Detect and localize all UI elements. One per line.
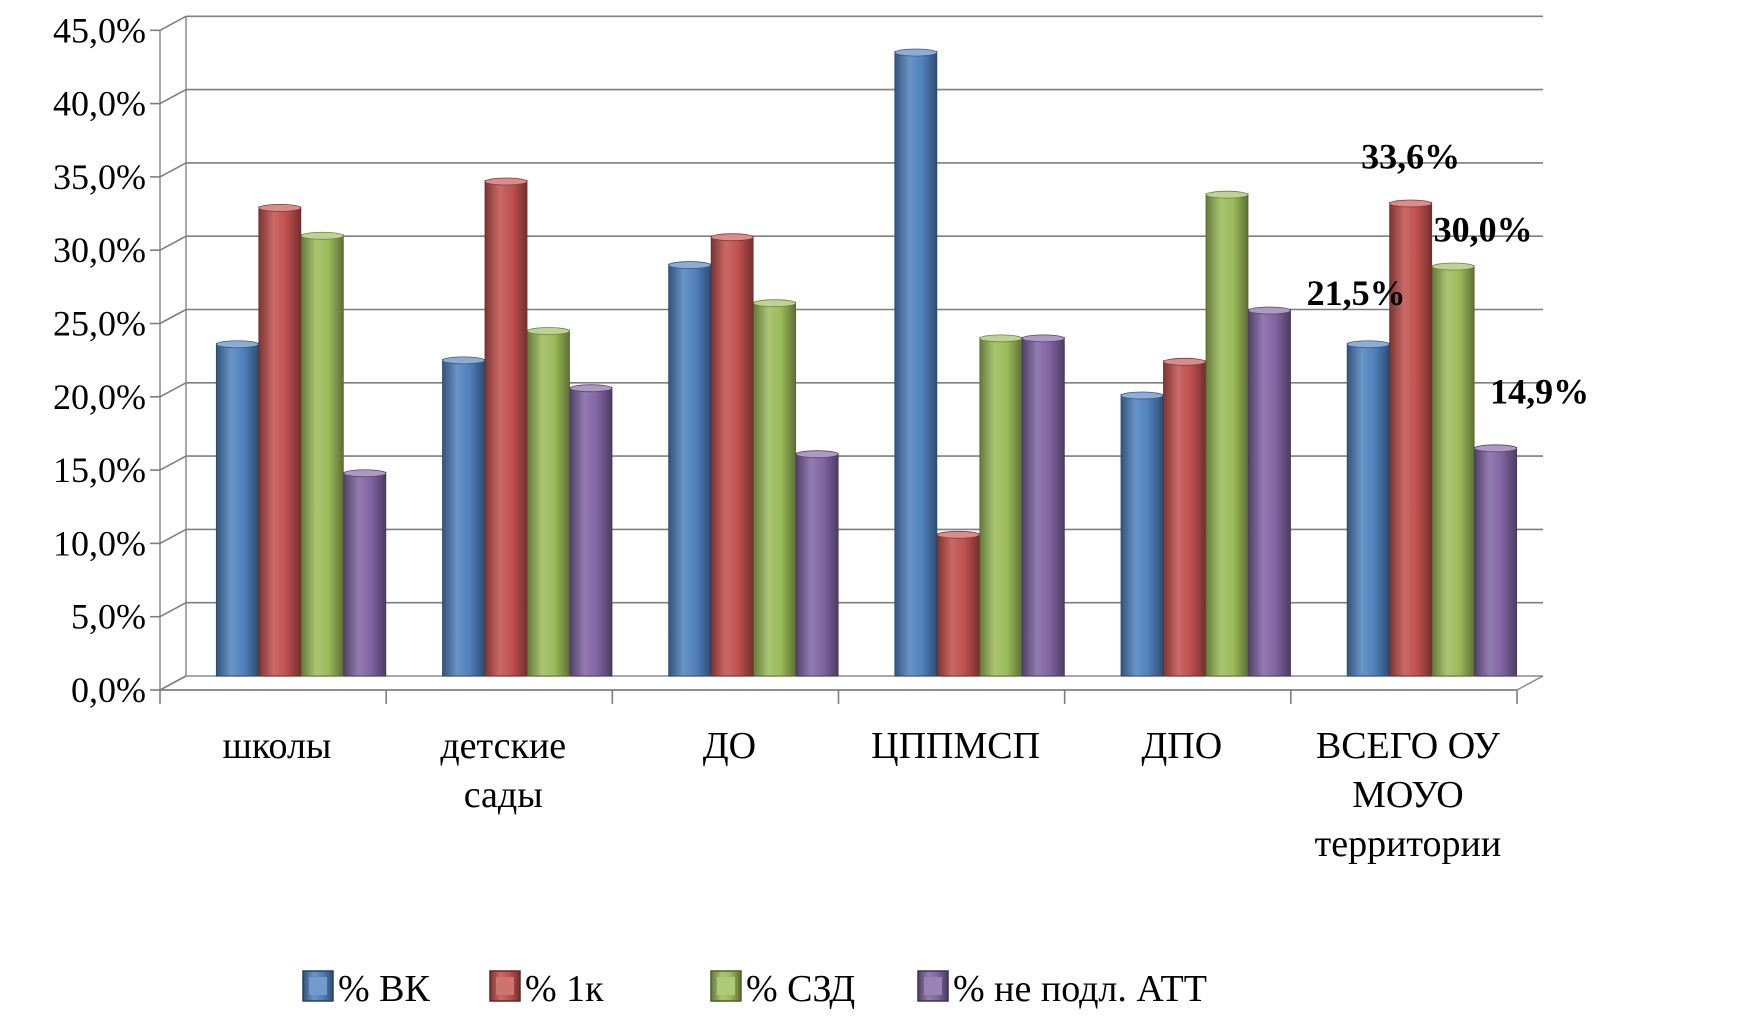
chart-floor [159,675,1544,691]
legend-label: % СЗД [746,968,855,1010]
bar [894,48,938,677]
bar [1120,391,1164,677]
bar [343,469,387,677]
bar [1474,444,1518,677]
x-category-label: ЦППМСП [871,725,1040,767]
y-tick-label: 45,0% [53,10,146,50]
bar [795,450,839,677]
gridline-side [159,162,187,178]
x-category-label: ДО [703,725,756,767]
x-category-label: детские сады [440,725,566,816]
legend-label: % ВК [338,968,431,1010]
bar [442,356,485,677]
gridline-side [159,455,187,471]
y-tick-label: 15,0% [53,450,146,490]
bar [1431,262,1475,677]
y-tick-label: 0,0% [71,670,146,710]
bar [1389,199,1433,677]
y-tick-label: 5,0% [71,597,146,637]
gridline-side [159,675,187,691]
bar [1248,306,1291,677]
bar [1021,334,1065,677]
legend-label: % не подл. АТТ [953,968,1207,1010]
x-category-label: ДПО [1141,725,1222,767]
legend-item: % не подл. АТТ [917,968,1207,1010]
data-label: 14,9% [1490,371,1589,411]
bar [484,177,528,677]
legend-label: % 1к [525,968,604,1010]
bar [300,231,344,677]
y-tick-label: 25,0% [53,304,146,344]
data-label: 30,0% [1434,210,1533,250]
gridline-side [159,235,187,251]
bar [710,233,754,677]
bar [668,261,712,677]
bar [979,334,1023,677]
bar [753,299,797,677]
y-tick-label: 30,0% [53,230,146,270]
x-category-label: ВСЕГО ОУ МОУО территории [1315,725,1502,865]
gridline-side [159,601,187,618]
y-tick-label: 10,0% [53,523,146,563]
data-label: 33,6% [1361,136,1460,176]
legend-item: % 1к [489,968,604,1010]
bar [1163,357,1206,677]
gridline-side [159,528,187,545]
y-tick-label: 20,0% [53,377,146,417]
data-label: 21,5% [1307,273,1406,313]
gridline-side [159,15,187,32]
legend-item: % СЗД [710,968,855,1010]
bar [936,530,980,677]
legend-swatch [917,970,949,1002]
bar [258,203,302,677]
y-tick-label: 35,0% [53,157,146,197]
bar [527,327,570,677]
legend-item: % ВК [302,968,431,1010]
bar [1205,190,1249,677]
bar [569,384,613,677]
gridline-side [159,308,187,325]
bar [215,340,259,677]
x-category-label: школы [223,725,332,767]
gridline-side [159,382,187,398]
bar [1346,340,1390,677]
y-tick-label: 40,0% [53,84,146,124]
gridline-side [159,88,187,105]
